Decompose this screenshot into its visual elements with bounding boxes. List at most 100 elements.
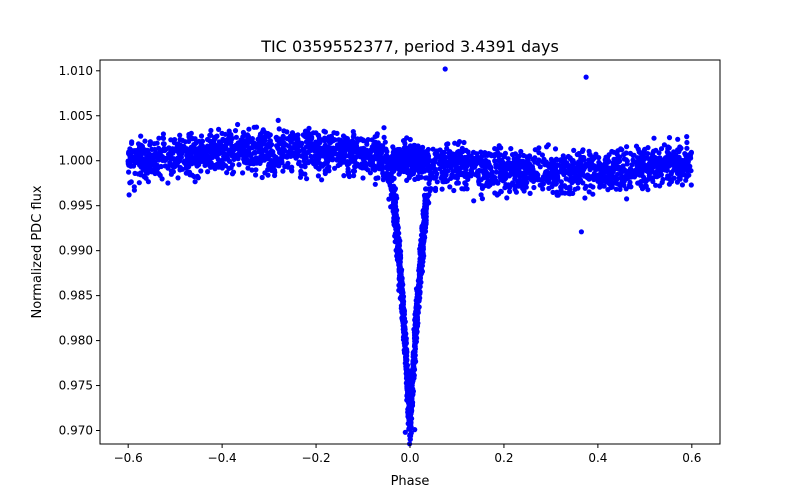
data-point [316,135,322,141]
data-point [183,165,189,171]
data-point [658,146,665,152]
data-point [407,425,413,431]
data-point [683,177,689,183]
data-point [422,225,428,231]
data-point [298,168,304,174]
data-point [465,176,471,182]
data-point [381,125,387,131]
data-point [224,170,230,176]
data-point [127,153,133,159]
data-point [252,149,258,155]
data-point [575,161,581,167]
data-point [256,157,262,163]
data-point [445,168,451,174]
data-point [208,127,214,134]
data-point [273,134,280,140]
data-point [586,176,592,182]
data-point [422,214,428,220]
data-point [332,165,338,171]
data-point [571,160,577,166]
data-point [296,159,302,165]
data-point [143,175,149,181]
data-point [126,169,132,175]
data-point [225,151,232,157]
data-point [533,170,539,176]
data-point [478,149,484,155]
data-point [609,168,615,174]
data-point [147,139,153,145]
x-axis-label: Phase [391,474,430,489]
data-point [298,163,305,169]
data-point [482,183,488,189]
data-point [507,188,513,195]
data-point [177,167,183,173]
data-point [535,160,541,166]
data-point [297,174,304,180]
data-point [160,131,166,137]
data-point [183,148,189,154]
data-point [402,140,408,147]
data-point [406,175,412,181]
data-point [373,155,379,161]
data-point [461,186,467,192]
data-point [216,139,222,145]
data-point [193,158,199,164]
data-point [229,136,235,142]
data-point [532,155,538,161]
data-point [549,160,556,166]
data-point [605,187,611,193]
data-point [558,179,564,185]
data-point [299,140,305,146]
data-point [684,159,690,165]
data-point [637,161,644,167]
data-point [165,180,171,186]
data-point [400,320,406,326]
data-point [346,173,352,180]
data-point [395,241,401,247]
data-point [400,334,407,340]
data-point [230,169,237,175]
data-point [420,239,426,245]
data-point [136,180,142,186]
data-point [488,180,495,186]
data-point [418,279,424,285]
outlier-point [402,429,408,435]
data-point [463,147,469,154]
data-point [573,168,579,175]
data-point [423,186,429,192]
data-point [430,146,436,152]
data-point [601,178,607,184]
data-point [587,151,593,158]
data-point [289,164,295,170]
data-point [167,162,173,168]
data-point [504,195,510,201]
data-point [204,152,210,158]
data-point [270,149,276,155]
data-point [624,196,630,202]
data-point [398,290,404,296]
data-point [220,136,226,142]
data-point [404,392,410,398]
data-point [151,141,157,147]
data-point [658,157,664,163]
data-point [553,180,560,186]
data-point [413,326,419,332]
data-point [345,146,351,152]
data-point [248,145,254,151]
data-point [443,172,449,178]
data-point [516,183,522,189]
data-point [416,265,422,271]
data-point [671,149,677,155]
data-point [506,182,512,188]
data-point [399,150,405,156]
data-point [521,152,527,159]
data-point [241,148,247,154]
data-point [344,136,350,142]
data-point [637,150,644,156]
data-point [483,150,489,156]
data-point [670,155,676,161]
data-point [156,135,162,141]
data-point [431,175,437,181]
data-point [392,214,398,220]
